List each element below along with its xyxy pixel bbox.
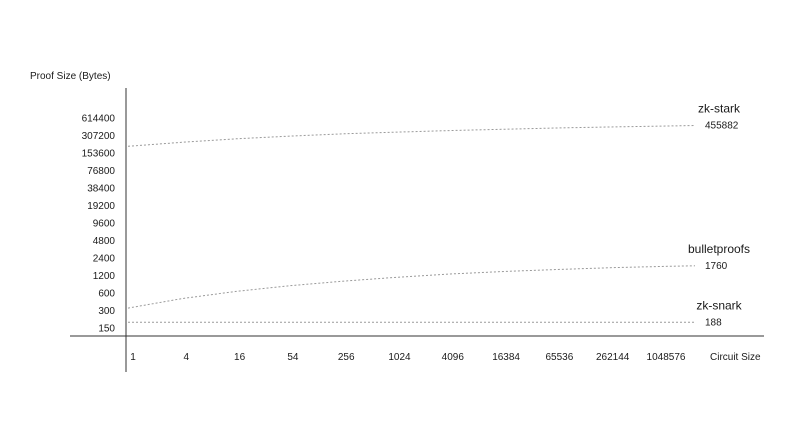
series-name-zk-snark: zk-snark bbox=[696, 298, 742, 312]
y-tick-label: 1200 bbox=[93, 271, 116, 282]
y-tick-label: 307200 bbox=[82, 131, 116, 142]
x-tick-label: 16384 bbox=[492, 352, 520, 363]
y-tick-label: 4800 bbox=[93, 236, 116, 247]
y-tick-label: 300 bbox=[98, 306, 115, 317]
x-tick-label: 256 bbox=[338, 352, 355, 363]
x-tick-label: 1 bbox=[130, 352, 136, 363]
x-tick-labels: 1 4 16 54 256 1024 4096 16384 65536 262144 1048576 bbox=[130, 352, 686, 363]
series-end-value-zk-stark: 455882 bbox=[705, 121, 739, 132]
y-tick-label: 76800 bbox=[87, 166, 115, 177]
series-end-value-zk-snark: 188 bbox=[705, 317, 722, 328]
y-axis-label: Proof Size (Bytes) bbox=[30, 71, 111, 82]
x-axis-label: Circuit Size bbox=[710, 352, 761, 363]
x-tick-label: 4096 bbox=[442, 352, 465, 363]
series-line-bulletproofs bbox=[127, 265, 696, 309]
x-tick-label: 262144 bbox=[596, 352, 630, 363]
series-line-zk-stark bbox=[127, 125, 696, 147]
x-tick-label: 54 bbox=[287, 352, 299, 363]
x-tick-label: 1024 bbox=[388, 352, 411, 363]
x-tick-label: 16 bbox=[234, 352, 246, 363]
y-tick-label: 150 bbox=[98, 324, 115, 335]
y-tick-label: 38400 bbox=[87, 184, 115, 195]
y-tick-label: 614400 bbox=[82, 114, 116, 125]
series-layer: zk-stark 455882 bulletproofs 1760 zk-snark 18… bbox=[127, 102, 750, 328]
series-end-value-bulletproofs: 1760 bbox=[705, 261, 728, 272]
x-tick-label: 1048576 bbox=[647, 352, 686, 363]
y-tick-label: 600 bbox=[98, 289, 115, 300]
x-tick-label: 4 bbox=[184, 352, 190, 363]
series-name-bulletproofs: bulletproofs bbox=[688, 242, 750, 256]
series-name-zk-stark: zk-stark bbox=[698, 102, 741, 116]
y-tick-label: 19200 bbox=[87, 201, 115, 212]
y-tick-label: 9600 bbox=[93, 219, 116, 230]
x-tick-label: 65536 bbox=[545, 352, 573, 363]
y-tick-label: 153600 bbox=[82, 149, 116, 160]
y-tick-labels: 150 300 600 1200 2400 4800 9600 19200 38400 76800… bbox=[82, 114, 116, 335]
y-tick-label: 2400 bbox=[93, 254, 116, 265]
